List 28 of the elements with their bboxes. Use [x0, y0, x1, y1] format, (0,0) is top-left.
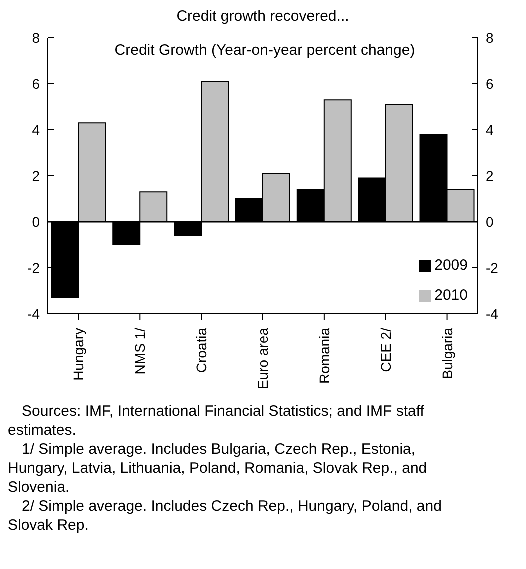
x-tick-label: NMS 1/: [132, 328, 148, 375]
text: 2/ Simple average. Includes Czech Rep., Hungary, Poland, and Slovak Rep.: [8, 497, 443, 535]
y-tick-label: 8: [32, 30, 40, 46]
x-tick-label: Euro area: [255, 328, 271, 390]
y2-tick-label: 8: [486, 30, 494, 46]
y-tick-label: -2: [28, 260, 40, 276]
y2-tick-label: 2: [486, 168, 494, 184]
y2-tick-label: -2: [486, 260, 499, 276]
y-tick-label: 6: [32, 76, 40, 92]
y2-tick-label: -4: [486, 306, 499, 322]
source-note: Sources: IMF, International Financial Statistics; and IMF staff estimates.: [8, 402, 426, 440]
x-tick-label: Croatia: [194, 328, 210, 374]
x-tick-label: Bulgaria: [439, 328, 456, 380]
x-tick-label: Hungary: [70, 328, 87, 381]
y-tick-label: 4: [32, 122, 40, 138]
y-tick-label: 0: [32, 214, 40, 230]
y-tick-label: -4: [28, 306, 40, 322]
x-tick-label: Romania: [316, 328, 332, 384]
legend-label: 2010: [434, 287, 468, 304]
y2-tick-label: 4: [486, 122, 494, 138]
y-tick-label: 2: [32, 168, 40, 184]
legend-label: 2009: [434, 257, 468, 274]
chart-subtitle: Credit Growth (Year-on-year percent change): [114, 42, 416, 59]
chart-title: Credit growth recovered...: [176, 8, 350, 26]
text: 1/ Simple average. Includes Bulgaria, Czech Rep., Estonia, Hungary, Latvia, Lithuania, Poland, Romania, Slovak Rep., and Slovenia.: [8, 440, 428, 497]
y2-tick-label: 0: [486, 214, 494, 230]
y2-tick-label: 6: [486, 76, 494, 92]
x-tick-label: CEE 2/: [378, 328, 394, 372]
